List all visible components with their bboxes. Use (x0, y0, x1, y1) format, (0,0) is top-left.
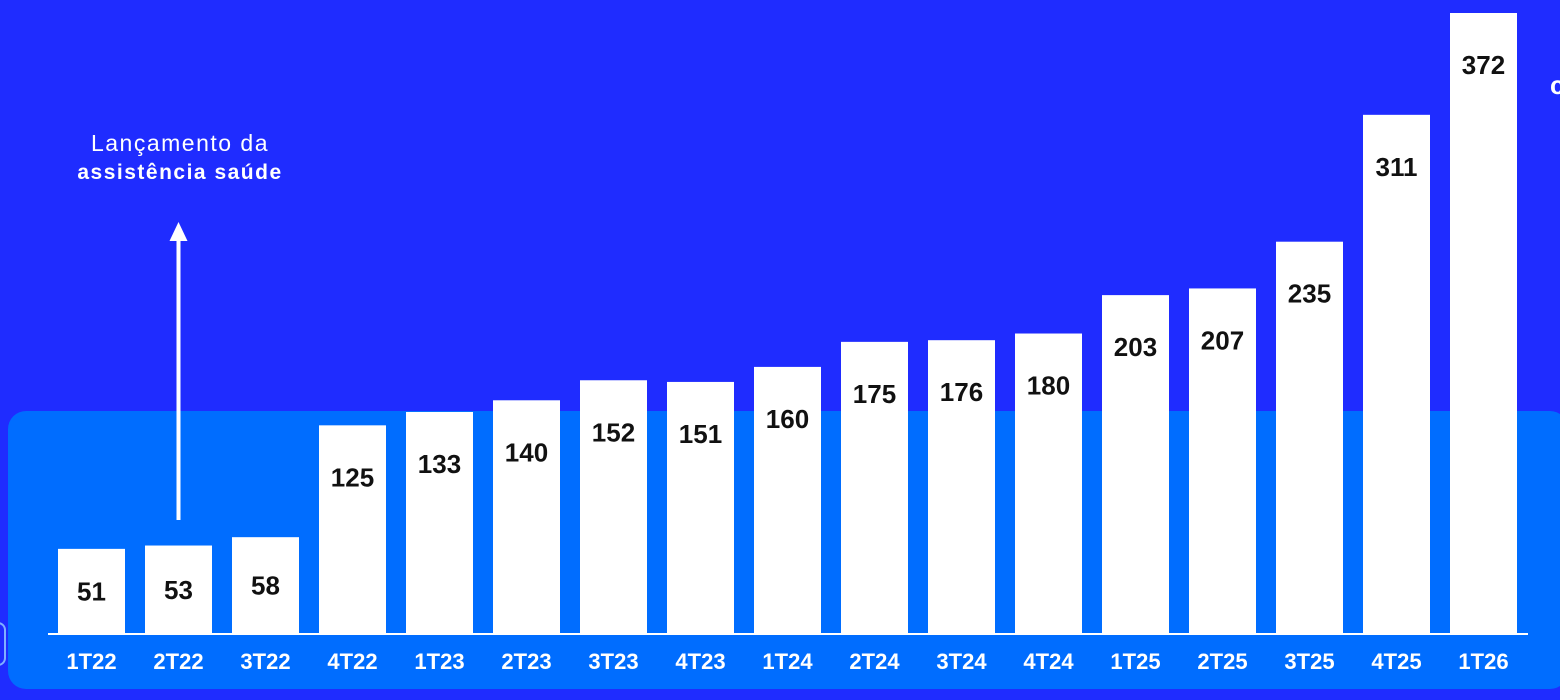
bar-1T22 (58, 548, 125, 634)
x-tick-1T24: 1T24 (762, 649, 813, 674)
value-label-4T23: 151 (679, 419, 722, 449)
value-label-1T24: 160 (766, 404, 809, 434)
bar-3T24 (928, 340, 995, 634)
value-label-1T26: 372 (1462, 50, 1505, 80)
bar-3T25 (1276, 241, 1343, 635)
x-tick-3T22: 3T22 (240, 649, 290, 674)
x-tick-2T25: 2T25 (1197, 649, 1247, 674)
x-tick-1T26: 1T26 (1458, 649, 1508, 674)
bar-2T24 (841, 341, 908, 634)
value-label-4T24: 180 (1027, 371, 1070, 401)
bar-4T22 (319, 425, 386, 634)
bar-3T23 (580, 380, 647, 634)
value-label-4T25: 311 (1376, 152, 1418, 182)
value-label-1T22: 51 (77, 576, 106, 606)
bar-1T25 (1102, 295, 1169, 634)
bar-1T26 (1450, 13, 1517, 634)
value-label-2T22: 53 (164, 575, 193, 605)
annotation-launch: Lançamento da assistência saúde (30, 130, 330, 185)
bar-2T23 (493, 400, 560, 634)
annotation-line-1: Lançamento da (90, 130, 270, 156)
bar-1T23 (406, 411, 473, 634)
value-label-2T24: 175 (853, 379, 896, 409)
bar-4T24 (1015, 333, 1082, 634)
annotation-arrow (169, 222, 188, 520)
x-tick-4T24: 4T24 (1023, 649, 1074, 674)
cropped-text-fragment: c (1550, 70, 1560, 100)
bars-group (58, 13, 1517, 635)
x-tick-2T24: 2T24 (849, 649, 900, 674)
x-tick-2T22: 2T22 (153, 649, 203, 674)
annotation-line-2: assistência saúde (77, 161, 283, 184)
x-tick-2T23: 2T23 (501, 649, 551, 674)
bar-3T22 (232, 537, 299, 634)
value-labels-group: 51 53 58 125 133 140 152 151 160 175 176 180 203 207 2… (77, 50, 1505, 606)
x-tick-1T22: 1T22 (66, 649, 116, 674)
value-label-3T24: 176 (940, 377, 983, 407)
x-tick-4T22: 4T22 (327, 649, 377, 674)
x-tick-4T25: 4T25 (1371, 649, 1421, 674)
x-tick-3T24: 3T24 (936, 649, 987, 674)
annotation-arrow-head (169, 222, 188, 241)
value-label-1T25: 203 (1114, 332, 1157, 362)
x-tick-1T23: 1T23 (414, 649, 464, 674)
bar-4T25 (1363, 114, 1430, 635)
value-label-3T23: 152 (592, 417, 635, 447)
value-label-3T22: 58 (251, 571, 280, 601)
value-label-1T23: 133 (418, 449, 461, 479)
value-label-2T23: 140 (505, 437, 548, 467)
x-tick-1T25: 1T25 (1110, 649, 1160, 674)
value-label-4T22: 125 (331, 462, 374, 492)
value-label-3T25: 235 (1288, 279, 1331, 309)
x-tick-3T23: 3T23 (588, 649, 638, 674)
x-tick-4T23: 4T23 (675, 649, 725, 674)
bar-2T25 (1189, 288, 1256, 634)
bar-4T23 (667, 381, 734, 634)
x-tick-3T25: 3T25 (1284, 649, 1334, 674)
value-label-2T25: 207 (1201, 325, 1244, 355)
bar-1T24 (754, 366, 821, 634)
bar-2T22 (145, 545, 212, 634)
x-tick-labels-group: 1T22 2T22 3T22 4T22 1T23 2T23 3T23 4T23 1T24 2T24… (66, 649, 1508, 674)
